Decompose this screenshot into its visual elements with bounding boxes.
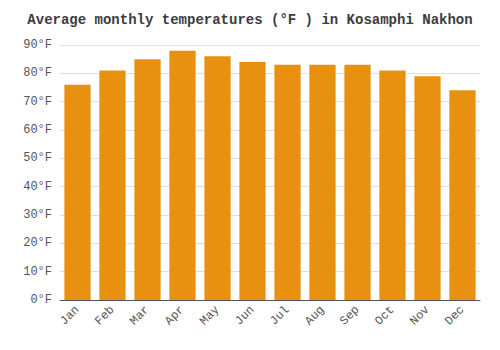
svg-text:0°F: 0°F xyxy=(30,293,52,307)
svg-text:Jul: Jul xyxy=(267,303,292,328)
svg-text:60°F: 60°F xyxy=(23,123,52,137)
svg-text:Jun: Jun xyxy=(232,303,257,328)
svg-text:Jan: Jan xyxy=(57,303,82,328)
svg-text:Aug: Aug xyxy=(302,303,327,328)
svg-text:70°F: 70°F xyxy=(23,95,52,109)
svg-text:30°F: 30°F xyxy=(23,208,52,222)
svg-text:50°F: 50°F xyxy=(23,151,52,165)
svg-text:Mar: Mar xyxy=(127,303,152,328)
svg-text:10°F: 10°F xyxy=(23,265,52,279)
svg-text:Dec: Dec xyxy=(442,303,467,328)
svg-text:90°F: 90°F xyxy=(23,38,52,52)
svg-text:Average monthly temperatures (: Average monthly temperatures (°F ) in Ko… xyxy=(27,12,472,28)
svg-text:Feb: Feb xyxy=(92,303,117,328)
svg-text:80°F: 80°F xyxy=(23,66,52,80)
svg-text:May: May xyxy=(197,303,222,328)
svg-text:40°F: 40°F xyxy=(23,180,52,194)
svg-text:Sep: Sep xyxy=(337,303,362,328)
svg-text:Nov: Nov xyxy=(407,303,432,328)
svg-text:Apr: Apr xyxy=(162,303,187,328)
svg-text:Oct: Oct xyxy=(372,303,397,328)
svg-text:20°F: 20°F xyxy=(23,236,52,250)
